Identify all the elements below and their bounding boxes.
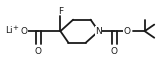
Text: +: + [12,25,18,31]
Text: O: O [35,47,42,56]
Text: O: O [21,27,28,36]
Text: N: N [95,27,102,36]
Text: Li: Li [5,26,12,35]
Text: O: O [123,27,130,36]
Text: O: O [111,47,118,56]
Text: F: F [58,7,63,16]
